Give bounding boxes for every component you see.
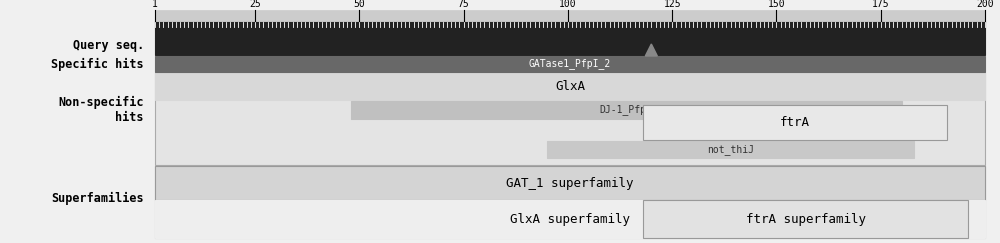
Bar <box>155 73 985 165</box>
Text: ftrA superfamily: ftrA superfamily <box>746 212 866 226</box>
Bar <box>547 141 914 158</box>
Text: DJ-1_PfpI: DJ-1_PfpI <box>600 104 653 115</box>
Text: GATase1_PfpI_2: GATase1_PfpI_2 <box>529 59 611 69</box>
Bar <box>155 56 985 72</box>
Text: not_thiJ: not_thiJ <box>707 144 754 155</box>
Polygon shape <box>645 44 657 56</box>
Text: 75: 75 <box>458 0 470 9</box>
Bar <box>351 101 902 119</box>
Text: 125: 125 <box>663 0 681 9</box>
Text: conserved cys residue: conserved cys residue <box>520 45 643 55</box>
Text: GlxA superfamily: GlxA superfamily <box>510 212 630 226</box>
Text: 50: 50 <box>353 0 365 9</box>
Bar <box>155 166 985 238</box>
Text: ftrA: ftrA <box>780 116 810 129</box>
Text: Query seq.: Query seq. <box>73 40 144 52</box>
Text: Non-specific
hits: Non-specific hits <box>58 96 144 124</box>
Text: 175: 175 <box>872 0 890 9</box>
Text: GAT_1 superfamily: GAT_1 superfamily <box>506 176 634 190</box>
Bar <box>155 10 985 22</box>
Text: Superfamilies: Superfamilies <box>51 191 144 205</box>
Bar <box>155 200 985 238</box>
Bar <box>155 22 985 38</box>
Bar <box>155 38 985 55</box>
Bar <box>155 166 985 200</box>
Bar <box>643 200 968 238</box>
Bar <box>155 73 985 100</box>
Text: Specific hits: Specific hits <box>51 57 144 70</box>
Text: 1: 1 <box>152 0 158 9</box>
Bar <box>643 105 947 140</box>
Text: 100: 100 <box>559 0 577 9</box>
Text: 25: 25 <box>249 0 261 9</box>
Text: 200: 200 <box>976 0 994 9</box>
Text: GlxA: GlxA <box>555 80 585 93</box>
Text: 150: 150 <box>768 0 785 9</box>
